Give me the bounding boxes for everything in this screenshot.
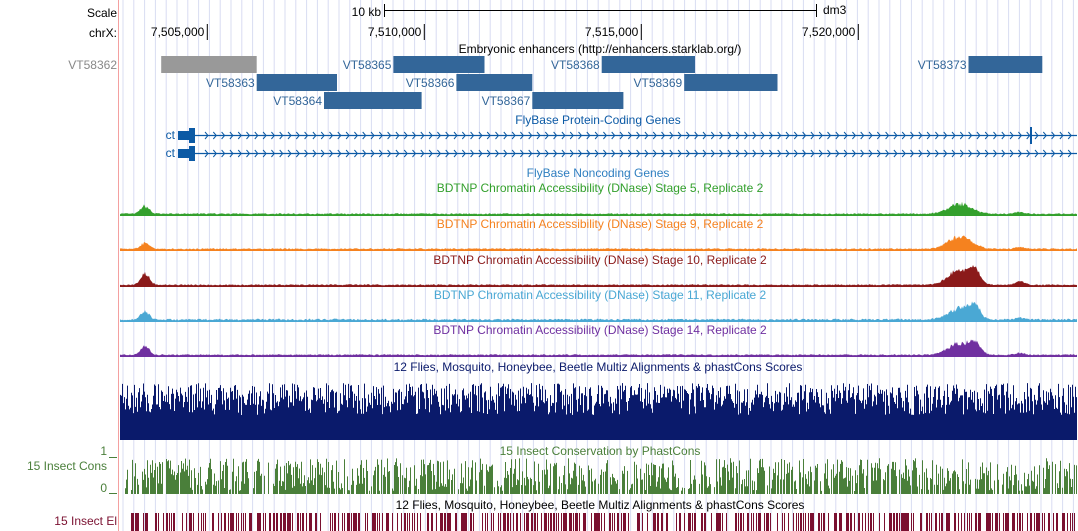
phastcons-signal: [125, 458, 1077, 494]
enhancer-feature[interactable]: [161, 56, 257, 73]
enhancer-label[interactable]: VT58369: [633, 76, 682, 90]
dnase-tracks[interactable]: BDTNP Chromatin Accessibility (DNase) St…: [120, 181, 1077, 357]
enhancer-feature[interactable]: [601, 56, 695, 73]
enhancer-label[interactable]: VT58364: [273, 94, 322, 108]
enhancer-label[interactable]: VT58373: [918, 58, 967, 72]
dnase-signal: [120, 265, 1077, 286]
dnase-track-title: BDTNP Chromatin Accessibility (DNase) St…: [433, 323, 767, 337]
gene-exon: [178, 131, 189, 140]
chrom-label: chrX:: [89, 26, 117, 40]
ruler-position-label: 7,505,000: [151, 25, 205, 39]
dnase-signal: [120, 339, 1077, 356]
dnase-track-title: BDTNP Chromatin Accessibility (DNase) St…: [437, 217, 764, 231]
phastcons-track[interactable]: 15 Insect Conservation by PhastCons 15 I…: [27, 444, 1077, 495]
elements-side-label[interactable]: 15 Insect El: [54, 514, 117, 528]
enhancer-feature[interactable]: [256, 74, 337, 91]
dnase-track-title: BDTNP Chromatin Accessibility (DNase) St…: [437, 181, 764, 195]
phastcons-track-title: 15 Insect Conservation by PhastCons: [500, 444, 701, 458]
assembly-label: dm3: [823, 3, 847, 17]
dnase-track[interactable]: BDTNP Chromatin Accessibility (DNase) St…: [120, 253, 1077, 287]
conserved-elements-marks: [131, 513, 1075, 531]
enhancer-feature[interactable]: [532, 92, 624, 109]
enhancers-track[interactable]: Embryonic enhancers (http://enhancers.st…: [68, 42, 1043, 109]
enhancer-label[interactable]: VT58367: [482, 94, 531, 108]
dnase-track[interactable]: BDTNP Chromatin Accessibility (DNase) St…: [120, 288, 1077, 322]
gene-exon: [189, 128, 195, 143]
scale-label: Scale: [87, 6, 117, 20]
base-position-ruler[interactable]: Scale chrX: 10 kb dm3 7,505,000 7,510,000…: [87, 3, 859, 40]
dnase-track[interactable]: BDTNP Chromatin Accessibility (DNase) St…: [120, 181, 1077, 216]
phastcons-ymin-label: 0: [100, 481, 107, 495]
conserved-elements-track[interactable]: 12 Flies, Mosquito, Honeybee, Beetle Mul…: [54, 498, 1075, 531]
enhancer-label[interactable]: VT58365: [343, 58, 392, 72]
ruler-position-label: 7,510,000: [368, 25, 422, 39]
strand-arrows: [204, 131, 1072, 140]
enhancer-label[interactable]: VT58366: [406, 76, 455, 90]
gene-model[interactable]: ct: [166, 146, 1077, 161]
dnase-signal: [120, 235, 1077, 250]
enhancer-feature[interactable]: [324, 92, 422, 109]
enhancer-feature[interactable]: [393, 56, 485, 73]
gene-label[interactable]: ct: [166, 128, 176, 142]
gene-exon: [189, 146, 195, 161]
dnase-track-title: BDTNP Chromatin Accessibility (DNase) St…: [433, 253, 767, 267]
ruler-position-label: 7,515,000: [585, 25, 639, 39]
multiz-track-title: 12 Flies, Mosquito, Honeybee, Beetle Mul…: [394, 360, 803, 374]
gene-model[interactable]: ct: [166, 127, 1077, 144]
multiz-track[interactable]: 12 Flies, Mosquito, Honeybee, Beetle Mul…: [120, 360, 1077, 440]
gene-exon: [1030, 127, 1032, 144]
phastcons-side-label[interactable]: 15 Insect Cons: [27, 459, 107, 473]
strand-arrows: [204, 149, 1072, 158]
dnase-track[interactable]: BDTNP Chromatin Accessibility (DNase) St…: [120, 323, 1077, 357]
enhancer-label[interactable]: VT58368: [551, 58, 600, 72]
dnase-signal: [120, 301, 1077, 321]
protein-coding-track-title: FlyBase Protein-Coding Genes: [515, 113, 680, 127]
dnase-signal: [120, 201, 1077, 215]
gene-label[interactable]: ct: [166, 146, 176, 160]
enhancer-feature[interactable]: [684, 74, 778, 91]
elements-track-title: 12 Flies, Mosquito, Honeybee, Beetle Mul…: [396, 498, 805, 512]
enhancer-feature[interactable]: [968, 56, 1043, 73]
enhancer-feature[interactable]: [456, 74, 533, 91]
dnase-track[interactable]: BDTNP Chromatin Accessibility (DNase) St…: [120, 217, 1077, 251]
enhancers-track-title: Embryonic enhancers (http://enhancers.st…: [459, 42, 742, 56]
gene-exon: [178, 149, 189, 158]
protein-coding-genes-track[interactable]: FlyBase Protein-Coding Genes ct ct: [166, 113, 1077, 161]
noncoding-track-title: FlyBase Noncoding Genes: [527, 166, 670, 180]
dnase-track-title: BDTNP Chromatin Accessibility (DNase) St…: [434, 288, 767, 302]
scale-bar-text: 10 kb: [352, 5, 382, 19]
multiz-signal: [120, 383, 1077, 440]
enhancer-label[interactable]: VT58363: [206, 76, 255, 90]
ruler-position-label: 7,520,000: [802, 25, 856, 39]
enhancer-label[interactable]: VT58362: [68, 58, 117, 72]
phastcons-ymax-label: 1: [100, 444, 107, 458]
